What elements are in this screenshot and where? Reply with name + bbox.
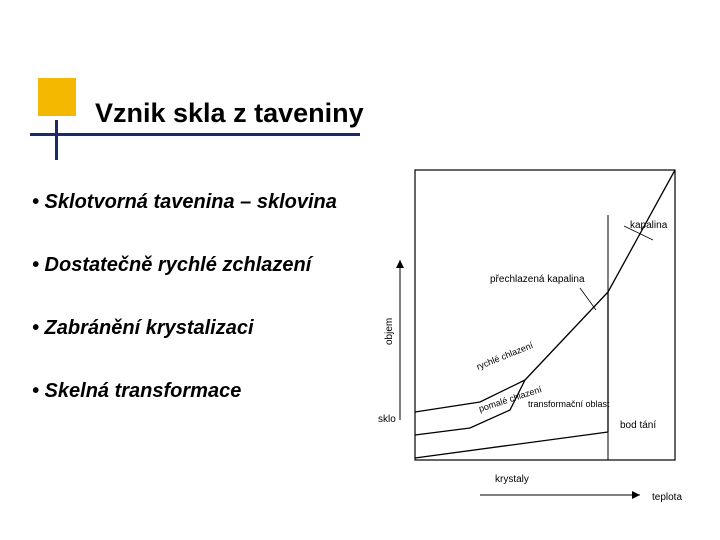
glass-formation-diagram: objem teplota kapalina přechlazená kapalina…: [360, 160, 710, 520]
svg-text:krystaly: krystaly: [495, 474, 529, 485]
svg-text:bod tání: bod tání: [620, 420, 656, 431]
title-underline: [30, 133, 360, 136]
svg-text:objem: objem: [384, 318, 395, 345]
bullet-list: • Sklotvorná tavenina – sklovina • Dosta…: [32, 190, 352, 404]
title-vertical-accent: [55, 120, 58, 160]
page-title: Vznik skla z taveniny: [95, 98, 364, 129]
svg-text:transformační oblast: transformační oblast: [528, 399, 610, 409]
bullet-1: • Sklotvorná tavenina – sklovina: [32, 190, 352, 215]
bullet-4: • Skelná transformace: [32, 379, 352, 404]
bullet-3: • Zabránění krystalizaci: [32, 316, 352, 341]
bullet-2: • Dostatečně rychlé zchlazení: [32, 253, 352, 278]
svg-text:teplota: teplota: [652, 492, 682, 503]
svg-text:přechlazená kapalina: přechlazená kapalina: [490, 274, 585, 285]
svg-text:sklo: sklo: [378, 414, 396, 425]
svg-text:rychlé chlazení: rychlé chlazení: [475, 340, 535, 372]
svg-text:kapalina: kapalina: [630, 220, 668, 231]
title-accent-square: [38, 78, 76, 116]
